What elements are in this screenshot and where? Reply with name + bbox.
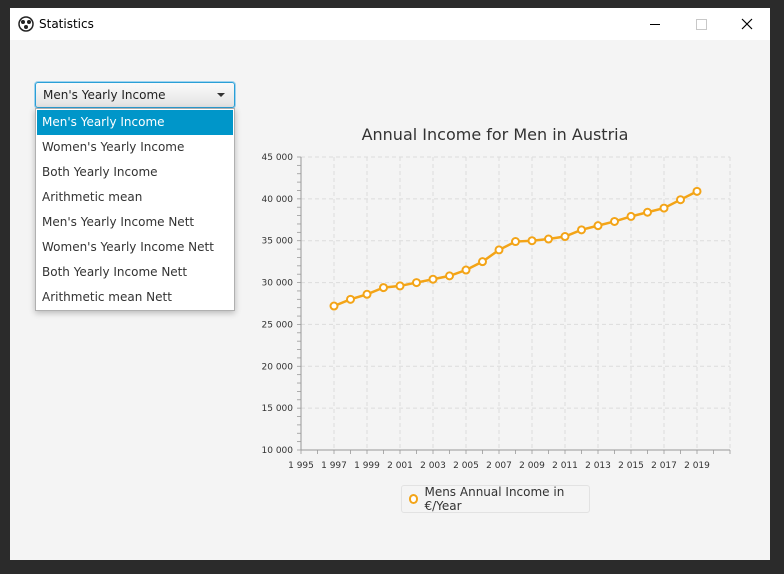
data-point xyxy=(478,257,487,267)
dropdown-option[interactable]: Men's Yearly Income xyxy=(37,110,233,135)
dropdown-option[interactable]: Both Yearly Income Nett xyxy=(42,265,188,279)
x-tick-label: 2 003 xyxy=(420,461,446,471)
data-point xyxy=(593,221,603,231)
y-tick-label: 40 000 xyxy=(262,195,294,205)
data-point xyxy=(329,301,339,311)
dropdown-option[interactable]: Women's Yearly Income Nett xyxy=(42,240,214,254)
line-chart: 10 000 15 000 20 000 25 000 30 000 35 000 40 0… xyxy=(262,153,731,471)
chart-title: Annual Income for Men in Austria xyxy=(361,125,629,144)
chart-legend: Mens Annual Income in €/Year xyxy=(401,485,590,513)
data-point xyxy=(395,281,405,291)
maximize-icon xyxy=(695,18,707,30)
y-tick-label: 25 000 xyxy=(262,320,294,330)
data-point xyxy=(494,245,504,255)
dropdown-option[interactable]: Men's Yearly Income Nett xyxy=(42,215,195,229)
y-tick-label: 45 000 xyxy=(262,153,294,163)
dataset-dropdown-list: Men's Yearly Income Women's Yearly Incom… xyxy=(35,108,235,311)
x-tick-label: 1 995 xyxy=(288,461,314,471)
close-button[interactable] xyxy=(724,8,770,40)
app-logo-icon xyxy=(18,16,34,32)
legend-marker-icon xyxy=(409,494,419,504)
data-point xyxy=(560,232,570,242)
data-point xyxy=(643,207,652,217)
legend-label: Mens Annual Income in €/Year xyxy=(424,485,565,513)
data-point xyxy=(412,278,421,288)
dropdown-option[interactable]: Women's Yearly Income xyxy=(42,140,185,154)
data-point xyxy=(692,186,702,196)
title-bar[interactable]: Statistics xyxy=(10,8,770,40)
data-point xyxy=(461,265,471,275)
data-point xyxy=(379,283,388,293)
x-tick-label: 1 999 xyxy=(354,461,380,471)
data-point xyxy=(610,216,619,226)
dropdown-option[interactable]: Arithmetic mean xyxy=(42,190,143,204)
data-point xyxy=(346,294,355,304)
x-tick-label: 2 005 xyxy=(453,461,479,471)
y-tick-label: 20 000 xyxy=(262,362,294,372)
x-tick-label: 2 001 xyxy=(387,461,413,471)
chevron-down-icon xyxy=(217,93,225,97)
y-tick-label: 30 000 xyxy=(262,279,294,289)
data-point xyxy=(362,289,372,299)
data-point xyxy=(659,203,669,213)
maximize-button[interactable] xyxy=(678,8,724,40)
series-line xyxy=(333,190,698,308)
data-point xyxy=(577,225,586,235)
data-point xyxy=(626,211,636,221)
minimize-button[interactable] xyxy=(632,8,678,40)
x-tick-label: 2 009 xyxy=(519,461,545,471)
data-point xyxy=(445,271,454,281)
data-point xyxy=(527,236,537,246)
y-tick-label: 15 000 xyxy=(262,404,294,414)
app-window: Statistics Annual Income for Men in Aust… xyxy=(10,8,770,560)
data-point xyxy=(676,195,685,205)
data-point xyxy=(428,274,438,284)
x-tick-label: 2 007 xyxy=(486,461,512,471)
minimize-icon xyxy=(650,23,660,25)
dropdown-option[interactable]: Both Yearly Income xyxy=(42,165,158,179)
data-point xyxy=(544,234,553,244)
dataset-select-value: Men's Yearly Income xyxy=(43,88,166,102)
dropdown-option[interactable]: Arithmetic mean Nett xyxy=(42,290,172,304)
window-title: Statistics xyxy=(39,17,94,31)
close-icon xyxy=(741,18,753,30)
x-tick-label: 2 019 xyxy=(684,461,710,471)
x-tick-label: 1 997 xyxy=(321,461,347,471)
x-tick-label: 2 013 xyxy=(585,461,611,471)
data-point xyxy=(511,237,520,247)
x-tick-label: 2 017 xyxy=(651,461,677,471)
y-tick-label: 35 000 xyxy=(262,237,294,247)
x-tick-label: 2 015 xyxy=(618,461,644,471)
x-tick-label: 2 011 xyxy=(552,461,578,471)
y-tick-label: 10 000 xyxy=(262,446,294,456)
dataset-select[interactable]: Men's Yearly Income xyxy=(35,82,235,108)
